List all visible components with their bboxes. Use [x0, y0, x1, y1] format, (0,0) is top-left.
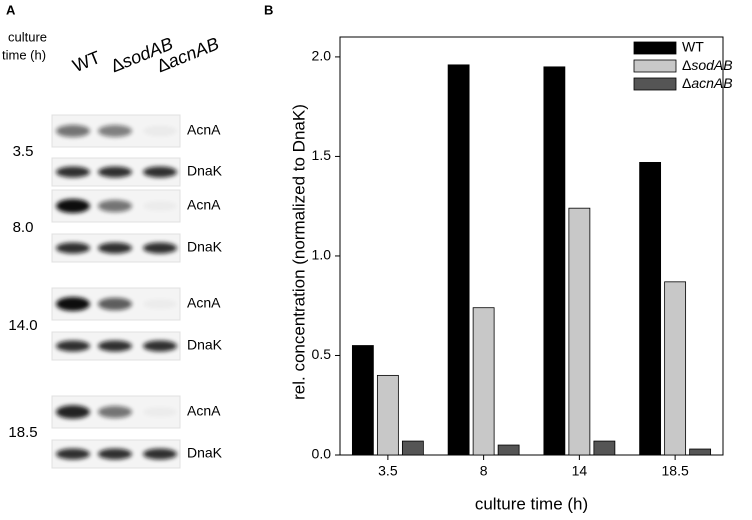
panel-label: A [6, 2, 16, 17]
band [98, 242, 132, 254]
band [56, 124, 90, 138]
legend-label: WT [682, 39, 704, 55]
x-tick-label: 14 [572, 463, 588, 479]
chart: 0.0 0.5 1.0 1.5 2.0 3.5 8 14 18.5 culture time (h… [289, 36, 733, 513]
bar [497, 444, 520, 456]
panel-label: B [264, 2, 273, 17]
band-label: DnaK [187, 337, 223, 353]
band [98, 448, 132, 460]
bar [401, 440, 424, 456]
y-tick-label: 2.0 [312, 48, 332, 64]
band [143, 299, 177, 309]
band [56, 199, 90, 213]
bar [351, 345, 374, 456]
band [143, 201, 177, 211]
y-axis-title: rel. concentration (normalized to DnaK) [289, 104, 308, 400]
band-label: DnaK [187, 163, 223, 179]
band-label: AcnA [187, 403, 221, 419]
bar [664, 281, 687, 456]
band-label: AcnA [187, 122, 221, 138]
time-label: 8.0 [13, 219, 34, 236]
band [98, 199, 132, 213]
bar [447, 64, 470, 456]
bar [593, 440, 616, 456]
bar [543, 66, 566, 456]
band [143, 125, 177, 137]
band [143, 242, 177, 254]
legend-label: ΔacnAB [682, 75, 733, 91]
band [56, 405, 90, 419]
x-tick-label: 3.5 [378, 463, 398, 479]
band [143, 448, 177, 460]
band [56, 166, 90, 178]
band [143, 166, 177, 178]
blot-header: culture [8, 29, 47, 44]
band [98, 297, 132, 311]
y-tick-label: 0.0 [312, 446, 332, 462]
x-axis-title: culture time (h) [475, 494, 588, 513]
bar [376, 374, 399, 456]
time-label: 3.5 [13, 143, 34, 160]
blot-panel: WT ΔsodABΔacnAB3.5AcnADnaK8.0AcnADnaK14.0… [8, 33, 223, 469]
time-label: 18.5 [8, 424, 37, 441]
blot-header: time (h) [2, 47, 46, 62]
band [56, 242, 90, 254]
y-tick-label: 1.0 [312, 247, 332, 263]
legend-swatch [633, 77, 677, 91]
band-label: DnaK [187, 445, 223, 461]
plot-frame [339, 36, 724, 456]
band [143, 407, 177, 417]
band [98, 166, 132, 178]
band [98, 405, 132, 419]
band-label: AcnA [187, 197, 221, 213]
time-label: 14.0 [8, 317, 37, 334]
bar [568, 207, 591, 456]
bar [472, 307, 495, 456]
band [56, 340, 90, 352]
legend-swatch [633, 41, 677, 55]
band-label: AcnA [187, 295, 221, 311]
band [143, 340, 177, 352]
band [56, 297, 90, 311]
band-label: DnaK [187, 239, 223, 255]
x-tick-label: 18.5 [662, 463, 689, 479]
band [98, 125, 132, 137]
x-tick-label: 8 [480, 463, 488, 479]
bar [689, 448, 712, 456]
band [98, 340, 132, 352]
lane-label: WT [70, 47, 103, 76]
y-tick-label: 1.5 [312, 147, 332, 163]
band [56, 448, 90, 460]
legend-label: ΔsodAB [682, 57, 733, 73]
bar [639, 161, 662, 456]
y-tick-label: 0.5 [312, 346, 332, 362]
legend-swatch [633, 59, 677, 73]
